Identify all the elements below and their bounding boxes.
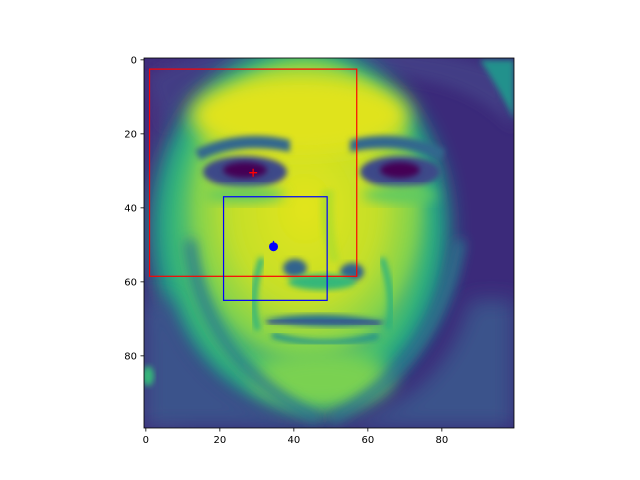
x-axis: 0 20 40 60 80 [143,428,448,446]
overlays [148,68,358,301]
y-tick-label: 20 [124,129,137,140]
x-tick-label: 20 [213,435,226,446]
y-tick-label: 60 [124,277,137,288]
heatmap-image [144,58,514,428]
x-tick-label: 80 [435,435,448,446]
y-tick-label: 40 [124,203,137,214]
bounding-box-1 [148,68,358,277]
plus-marker-1 [249,168,258,177]
circle-marker-3 [269,242,278,252]
y-tick-label: 80 [124,351,137,362]
bounding-box-2 [222,196,328,301]
x-tick-label: 40 [287,435,300,446]
y-tick-label: 0 [131,55,137,66]
y-axis: 0 20 40 60 80 [124,55,144,362]
axes-frame [143,57,515,429]
x-tick-label: 0 [143,435,149,446]
x-tick-label: 60 [361,435,374,446]
